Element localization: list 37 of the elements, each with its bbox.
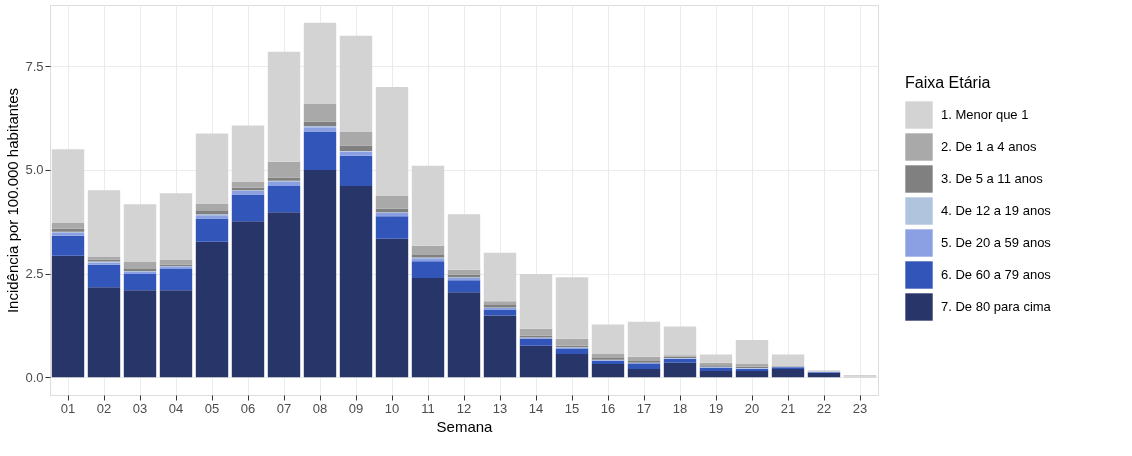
x-tick-label: 16 [600,400,616,416]
x-tick-label: 07 [276,400,292,416]
legend-label: 6. De 60 a 79 anos [941,267,1052,282]
legend-label: 2. De 1 a 4 anos [941,139,1037,154]
x-tick-label: 08 [312,400,328,416]
y-tick-label: 5.0 [25,162,44,178]
legend-label: 4. De 12 a 19 anos [941,203,1052,218]
y-tick-label: 2.5 [25,266,44,282]
x-tick-label: 14 [528,400,544,416]
x-tick-label: 05 [204,400,220,416]
legend-label: 1. Menor que 1 [941,107,1029,122]
x-tick-label: 09 [348,400,364,416]
x-tick-label: 01 [60,400,76,416]
x-tick-label: 22 [816,400,832,416]
x-tick-label: 11 [421,400,435,416]
x-tick-label: 03 [132,400,148,416]
x-tick-label: 02 [96,400,112,416]
y-tick-label: 7.5 [25,58,44,74]
x-tick-label: 23 [852,400,868,416]
legend-label: 3. De 5 a 11 anos [941,171,1044,186]
x-axis-title: Semana [436,417,494,435]
x-tick-label: 20 [744,400,760,416]
x-tick-label: 04 [168,400,184,416]
x-tick-label: 13 [492,400,508,416]
legend-label: 5. De 20 a 59 anos [941,235,1052,250]
legend-title: Faixa Etária [905,74,991,91]
x-tick-label: 17 [636,400,652,416]
x-tick-label: 18 [672,400,688,416]
y-axis-title: Incidência por 100.000 habitantes [4,87,22,314]
x-tick-label: 19 [708,400,724,416]
legend-label: 7. De 80 para cima [941,299,1052,314]
x-tick-label: 10 [384,400,400,416]
x-tick-label: 15 [564,400,580,416]
x-tick-label: 12 [456,400,472,416]
x-tick-label: 06 [240,400,256,416]
x-tick-label: 21 [780,400,796,416]
y-tick-label: 0.0 [25,369,44,385]
